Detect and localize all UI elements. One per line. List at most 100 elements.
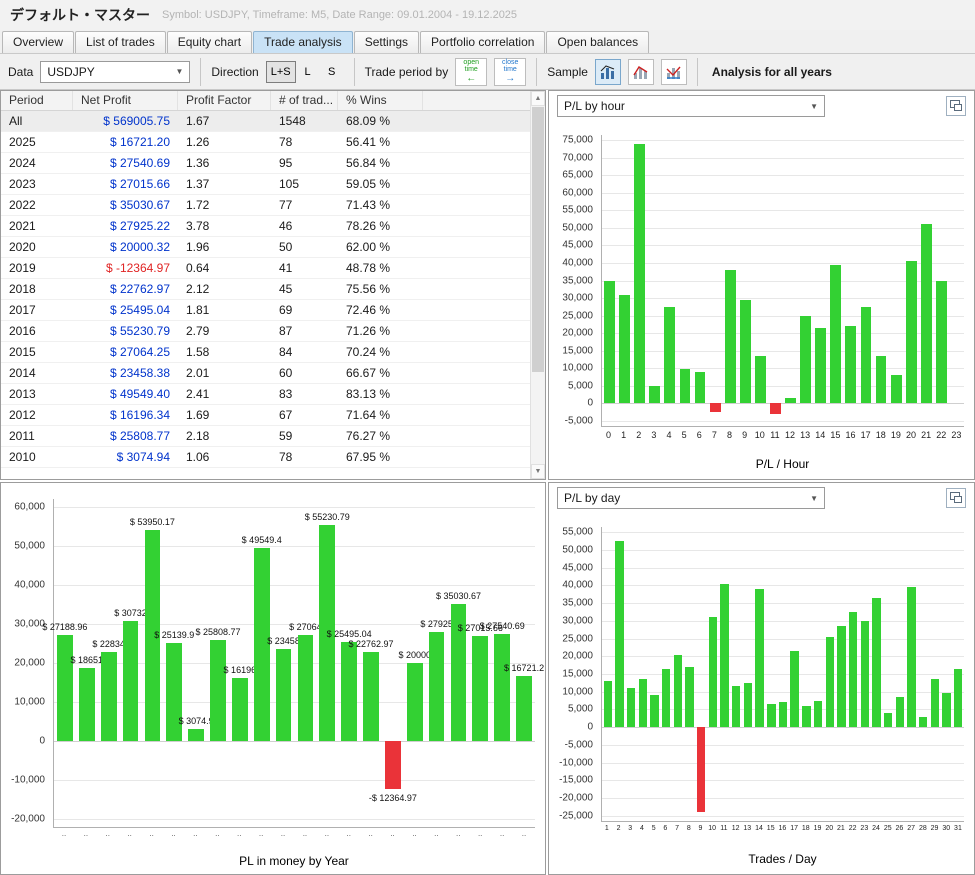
- close-time-arrow-icon: →: [505, 73, 516, 84]
- period-cell: 2016: [9, 324, 36, 338]
- sample-chart-icon-3[interactable]: [660, 58, 687, 85]
- hour-chart-type-value: P/L by hour: [564, 99, 625, 113]
- day-chart-type-select[interactable]: P/L by day ▼: [557, 487, 825, 509]
- profit-factor-cell: 0.64: [186, 261, 210, 275]
- window-title: デフォルト・マスター: [10, 7, 150, 23]
- open-time-button[interactable]: open time ←: [455, 57, 488, 86]
- main-content: Period Net Profit Profit Factor # of trad..…: [0, 90, 975, 875]
- x-tick-label: 9: [742, 430, 748, 440]
- y-tick-label: -5,000: [564, 739, 593, 751]
- table-row-2016[interactable]: 2016 $ 55230.79 2.79 87 71.26 %: [1, 321, 530, 342]
- table-scrollbar[interactable]: ▲ ▼: [530, 91, 545, 479]
- wins-cell: 48.78 %: [346, 261, 391, 275]
- direction-button-l[interactable]: L: [296, 61, 320, 83]
- gridline: [54, 663, 535, 664]
- scroll-down-icon[interactable]: ▼: [531, 464, 545, 479]
- net-profit-cell: $ 27015.66: [109, 177, 170, 191]
- scrollbar-thumb[interactable]: [532, 107, 544, 372]
- table-row-2021[interactable]: 2021 $ 27925.22 3.78 46 78.26 %: [1, 216, 530, 237]
- bar-1: [619, 294, 631, 404]
- bar-value-label: $ 16196: [223, 664, 257, 675]
- bar-10: [708, 617, 718, 728]
- x-tick-label: 1: [604, 825, 609, 832]
- column-header-net-profit[interactable]: Net Profit: [73, 91, 178, 110]
- wins-cell: 56.41 %: [346, 135, 391, 149]
- direction-button-l-s[interactable]: L+S: [265, 60, 296, 83]
- y-tick-label: 50,000: [14, 540, 45, 552]
- table-row-2024[interactable]: 2024 $ 27540.69 1.36 95 56.84 %: [1, 153, 530, 174]
- tab-portfolio-correlation[interactable]: Portfolio correlation: [420, 31, 546, 53]
- chevron-down-icon: ▼: [810, 101, 818, 111]
- sample-chart-icon-2[interactable]: [627, 58, 654, 85]
- scroll-up-icon[interactable]: ▲: [531, 91, 545, 106]
- x-tick-label: 12: [731, 825, 740, 832]
- bar-4: [144, 530, 161, 742]
- table-row-2018[interactable]: 2018 $ 22762.97 2.12 45 75.56 %: [1, 279, 530, 300]
- table-row-2011[interactable]: 2011 $ 25808.77 2.18 59 76.27 %: [1, 426, 530, 447]
- period-cell: 2019: [9, 261, 36, 275]
- x-tick-label: 13: [743, 825, 752, 832]
- tab-settings[interactable]: Settings: [353, 31, 420, 53]
- table-row-2014[interactable]: 2014 $ 23458.38 2.01 60 66.67 %: [1, 363, 530, 384]
- popout-window-icon[interactable]: [946, 488, 966, 508]
- year-chart-plot: $ 27188.96 $ 18651 $ 22834 $ 30732 $ 53950.1…: [42, 499, 544, 828]
- close-time-button[interactable]: close time →: [494, 57, 527, 86]
- sample-chart-icon-1[interactable]: [594, 58, 621, 85]
- x-tick-label: 23: [951, 430, 962, 440]
- day-chart: 55,000 50,000 45,000 40,000 35,000 30,000 25,0…: [549, 513, 974, 874]
- table-row-2019[interactable]: 2019 $ -12364.97 0.64 41 48.78 %: [1, 258, 530, 279]
- bar-1: [78, 668, 95, 742]
- x-tick-label: 18: [801, 825, 810, 832]
- bar-25: [883, 712, 893, 728]
- x-tick-label: ..: [215, 829, 220, 838]
- gridline: [602, 403, 964, 405]
- tab-list-of-trades[interactable]: List of trades: [75, 31, 166, 53]
- table-row-2023[interactable]: 2023 $ 27015.66 1.37 105 59.05 %: [1, 174, 530, 195]
- column-header-period[interactable]: Period: [1, 91, 73, 110]
- table-row-2012[interactable]: 2012 $ 16196.34 1.69 67 71.64 %: [1, 405, 530, 426]
- tab-trade-analysis[interactable]: Trade analysis: [253, 31, 353, 53]
- table-row-2010[interactable]: 2010 $ 3074.94 1.06 78 67.95 %: [1, 447, 530, 468]
- y-tick-label: 35,000: [562, 597, 593, 609]
- tab-overview[interactable]: Overview: [2, 31, 75, 53]
- x-tick-label: 23: [860, 825, 869, 832]
- direction-label: Direction: [211, 64, 259, 79]
- tab-equity-chart[interactable]: Equity chart: [166, 31, 253, 53]
- bar-0: [57, 634, 73, 742]
- x-tick-label: ..: [477, 829, 483, 838]
- bar-2: [634, 143, 646, 404]
- data-symbol-select[interactable]: USDJPY ▼: [40, 60, 191, 83]
- x-tick-label: 7: [675, 825, 680, 832]
- bar-27: [907, 587, 916, 728]
- column-header-wins[interactable]: % Wins: [338, 91, 423, 110]
- bar-3: [122, 621, 139, 742]
- y-tick-label: 10,000: [562, 686, 593, 698]
- chevron-down-icon: ▼: [175, 67, 184, 76]
- hour-chart-type-select[interactable]: P/L by hour ▼: [557, 95, 825, 117]
- trades-cell: 95: [279, 156, 293, 170]
- direction-button-s[interactable]: S: [320, 61, 344, 83]
- x-tick-label: 12: [785, 430, 796, 440]
- popout-window-icon[interactable]: [946, 96, 966, 116]
- bar-15: [830, 264, 842, 404]
- table-row-2015[interactable]: 2015 $ 27064.25 1.58 84 70.24 %: [1, 342, 530, 363]
- table-row-2025[interactable]: 2025 $ 16721.20 1.26 78 56.41 %: [1, 132, 530, 153]
- table-row-all[interactable]: All $ 569005.75 1.67 1548 68.09 %: [1, 111, 530, 132]
- column-header-profit-factor[interactable]: Profit Factor: [178, 91, 271, 110]
- bar-19: [813, 700, 823, 728]
- tab-open-balances[interactable]: Open balances: [546, 31, 650, 53]
- table-row-2020[interactable]: 2020 $ 20000.32 1.96 50 62.00 %: [1, 237, 530, 258]
- table-row-2022[interactable]: 2022 $ 35030.67 1.72 77 71.43 %: [1, 195, 530, 216]
- open-time-text2: time: [464, 66, 478, 73]
- column-header-of-trad[interactable]: # of trad...: [271, 91, 338, 110]
- x-tick-label: 5: [651, 825, 656, 832]
- year-chart-title: PL in money by Year: [239, 854, 349, 868]
- wins-cell: 70.24 %: [346, 345, 391, 359]
- table-row-2013[interactable]: 2013 $ 49549.40 2.41 83 83.13 %: [1, 384, 530, 405]
- table-row-2017[interactable]: 2017 $ 25495.04 1.81 69 72.46 %: [1, 300, 530, 321]
- trades-cell: 87: [279, 324, 293, 338]
- gridline: [602, 585, 964, 587]
- profit-factor-cell: 2.18: [186, 429, 210, 443]
- y-tick-label: 25,000: [562, 633, 593, 645]
